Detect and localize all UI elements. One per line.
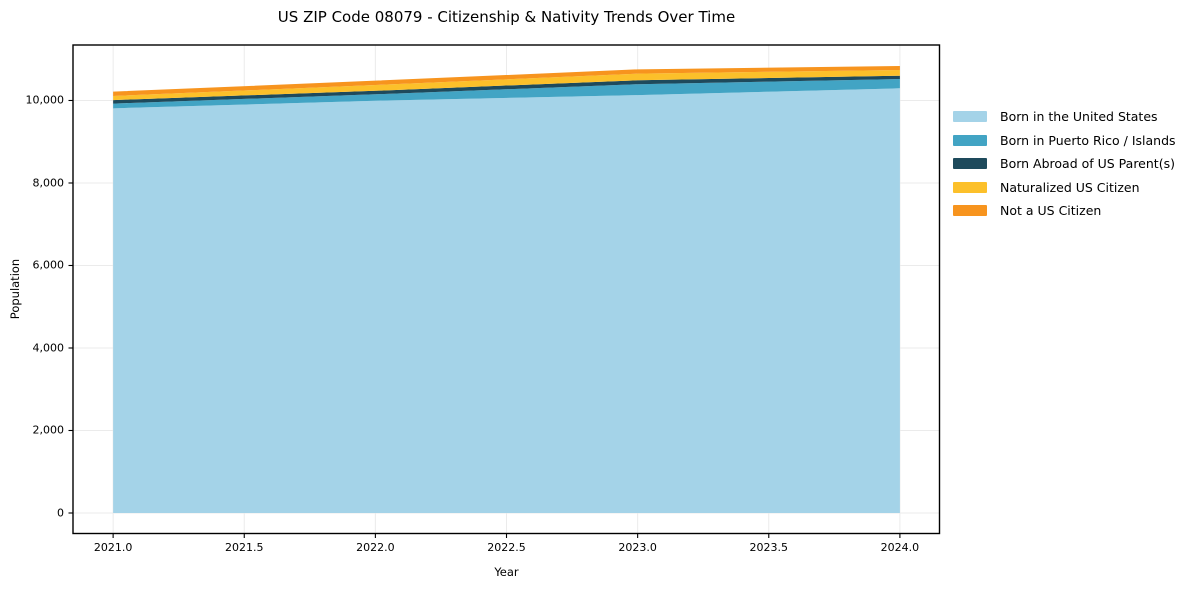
legend-swatch (953, 205, 987, 217)
legend-label: Born Abroad of US Parent(s) (1000, 156, 1175, 172)
x-tick-label: 2024.0 (880, 541, 920, 554)
legend-item: Born in Puerto Rico / Islands (953, 129, 1176, 153)
legend-item: Born Abroad of US Parent(s) (953, 152, 1176, 176)
legend-item: Not a US Citizen (953, 199, 1176, 223)
x-tick-label: 2023.5 (749, 541, 789, 554)
legend-swatch (953, 158, 987, 170)
legend-label: Not a US Citizen (1000, 203, 1102, 219)
area-series-4 (113, 66, 900, 96)
chart-title: US ZIP Code 08079 - Citizenship & Nativi… (277, 8, 736, 26)
x-tick-label: 2021.0 (93, 541, 133, 554)
y-tick-label: 8,000 (32, 176, 65, 190)
legend-label: Born in the United States (1000, 109, 1158, 125)
x-tick-label: 2023.0 (618, 541, 657, 554)
y-tick-label: 6,000 (32, 258, 65, 272)
legend-item: Born in the United States (953, 105, 1176, 129)
legend-label: Born in Puerto Rico / Islands (1000, 132, 1176, 148)
plot-border (72, 44, 941, 535)
legend-swatch (953, 181, 987, 193)
area-series-0 (113, 88, 900, 513)
area-series-2 (113, 75, 900, 104)
y-tick-label: 0 (57, 506, 64, 520)
area-series-3 (113, 69, 900, 101)
area-series-1 (113, 79, 900, 109)
legend-item: Naturalized US Citizen (953, 176, 1176, 200)
x-tick-label: 2022.5 (487, 541, 526, 554)
y-tick-label: 10,000 (25, 93, 65, 107)
legend-label: Naturalized US Citizen (1000, 179, 1140, 195)
legend-swatch (953, 111, 987, 123)
legend: Born in the United States Born in Puerto … (953, 105, 1176, 223)
x-tick-label: 2021.5 (225, 541, 264, 554)
y-tick-label: 2,000 (32, 423, 65, 437)
y-tick-label: 4,000 (32, 341, 65, 355)
x-axis-label: Year (494, 565, 519, 579)
x-tick-label: 2022.0 (356, 541, 395, 554)
legend-swatch (953, 134, 987, 146)
